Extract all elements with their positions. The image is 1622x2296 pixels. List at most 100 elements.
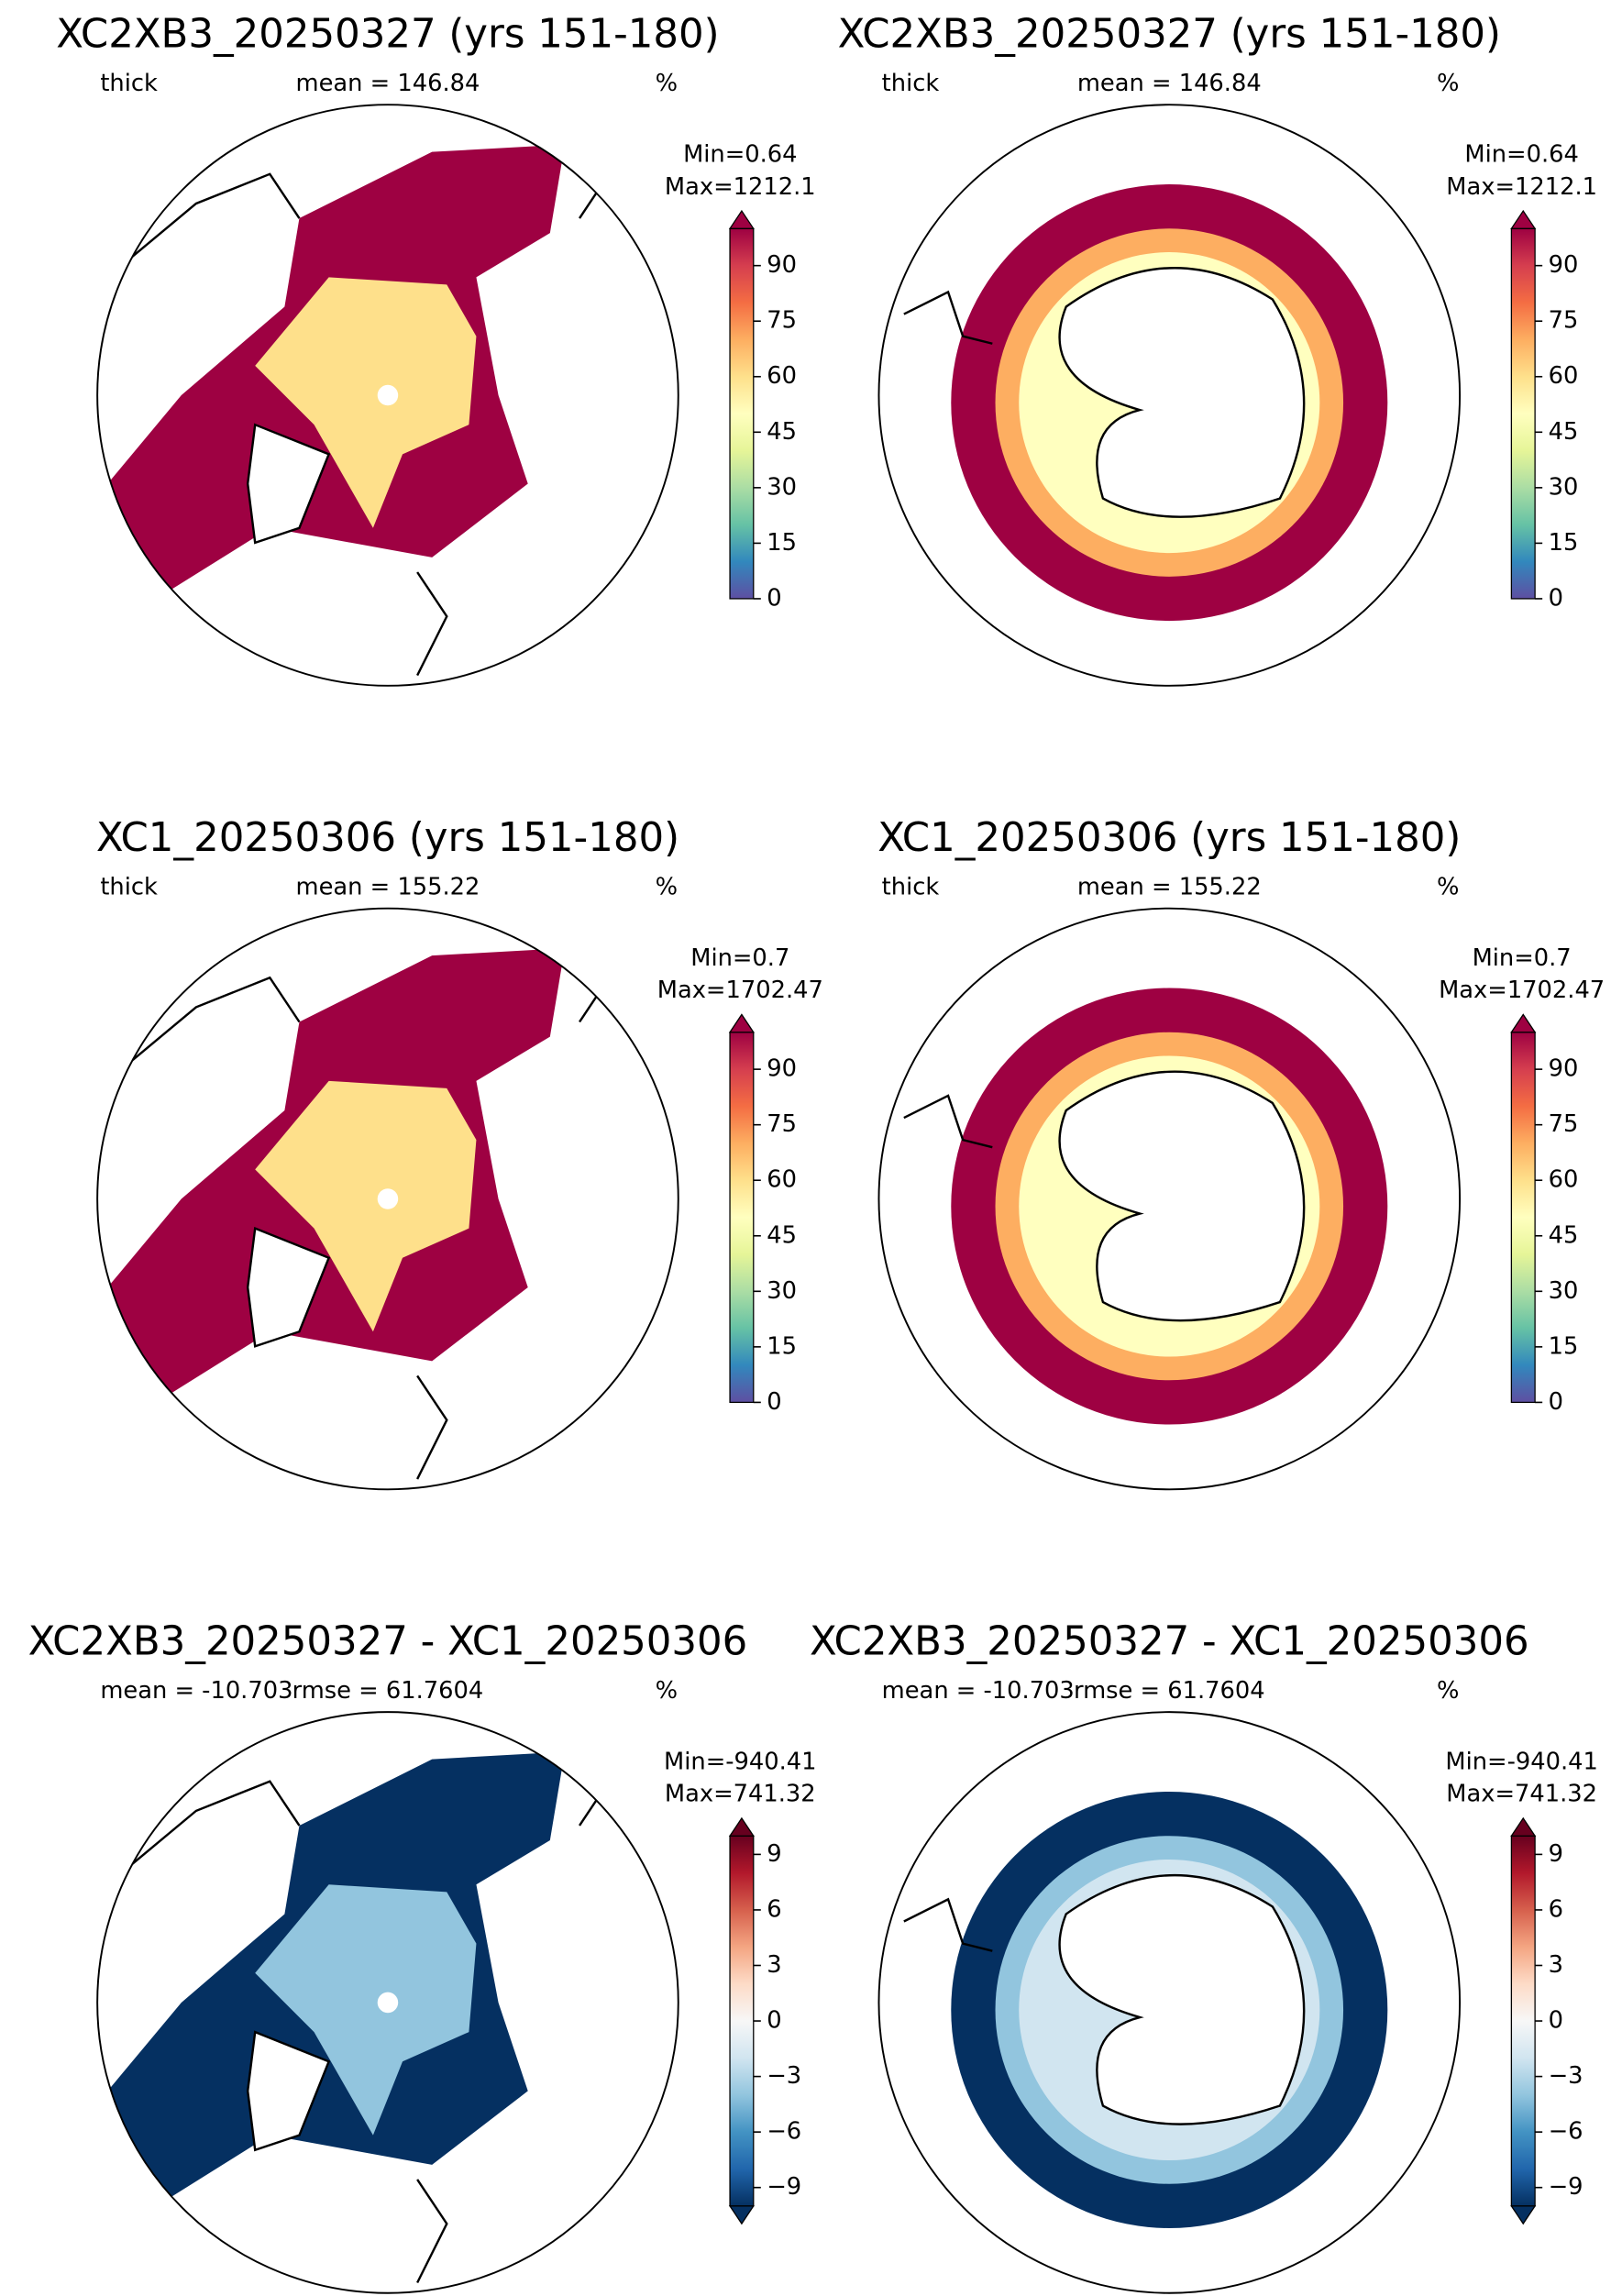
min-label: Min=-940.41 bbox=[664, 1748, 816, 1775]
left-label: thick bbox=[882, 874, 940, 901]
greenland bbox=[246, 1226, 331, 1348]
min-label: Min=0.7 bbox=[690, 944, 789, 972]
colorbar-tick-label: 75 bbox=[767, 307, 797, 335]
colorbar-tick-label: 75 bbox=[767, 1110, 797, 1138]
max-label: Max=741.32 bbox=[1446, 1781, 1597, 1808]
coast bbox=[903, 1094, 993, 1149]
colorbar-tick-label: 0 bbox=[1549, 2007, 1563, 2035]
colorbar-tick-label: 60 bbox=[1549, 1166, 1579, 1194]
colorbar-tick-label: 60 bbox=[767, 362, 797, 390]
ice-core bbox=[255, 1884, 477, 2136]
colorbar-extend-top bbox=[1510, 209, 1537, 229]
colorbar-tick-label: 9 bbox=[767, 1840, 781, 1868]
colorbar-tick-label: 90 bbox=[767, 251, 797, 279]
center-label: rmse = 61.7604 bbox=[292, 1677, 484, 1705]
center-label: rmse = 61.7604 bbox=[1074, 1677, 1265, 1705]
panel-title: XC2XB3_20250327 (yrs 151-180) bbox=[838, 12, 1501, 58]
greenland bbox=[246, 2030, 331, 2152]
colorbar-tick-label: 45 bbox=[767, 418, 797, 446]
max-label: Max=1702.47 bbox=[1439, 977, 1605, 1004]
max-label: Max=741.32 bbox=[665, 1781, 816, 1808]
map-boundary bbox=[96, 907, 679, 1491]
colorbar-tick-label: 6 bbox=[767, 1895, 781, 1923]
colorbar bbox=[1510, 227, 1536, 600]
center-label: mean = 146.84 bbox=[1077, 70, 1262, 97]
colorbar-tick-label: −9 bbox=[1549, 2173, 1583, 2201]
colorbar-tick-label: −9 bbox=[767, 2173, 801, 2201]
colorbar-extend-bottom bbox=[1510, 2205, 1537, 2225]
center-label: mean = 155.22 bbox=[1077, 874, 1262, 901]
colorbar-extend-bottom bbox=[728, 2205, 755, 2225]
center-label: mean = 155.22 bbox=[296, 874, 480, 901]
panel-title: XC2XB3_20250327 (yrs 151-180) bbox=[56, 12, 719, 58]
map-content bbox=[903, 1791, 1388, 2228]
colorbar bbox=[1510, 1032, 1536, 1404]
panel: XC1_20250306 (yrs 151-180) thick mean = 15… bbox=[96, 815, 823, 1491]
colorbar-tick-label: 0 bbox=[767, 1388, 781, 1416]
colorbar-extend-top bbox=[1510, 1013, 1537, 1033]
map-boundary bbox=[877, 104, 1462, 687]
colorbar-tick-label: 3 bbox=[767, 1951, 781, 1979]
right-label: % bbox=[1437, 70, 1459, 97]
colorbar bbox=[729, 1032, 755, 1404]
coast bbox=[903, 1897, 993, 1952]
ice-core bbox=[255, 277, 477, 528]
colorbar-tick-label: 15 bbox=[767, 529, 797, 557]
colorbar-tick-label: 75 bbox=[1549, 1110, 1579, 1138]
map-content bbox=[106, 1751, 611, 2284]
map-boundary bbox=[96, 104, 679, 687]
panel-title: XC1_20250306 (yrs 151-180) bbox=[877, 815, 1461, 861]
panel-title: XC2XB3_20250327 - XC1_20250306 bbox=[810, 1619, 1529, 1665]
colorbar bbox=[729, 1835, 755, 2207]
right-label: % bbox=[1437, 874, 1459, 901]
colorbar-tick-label: 30 bbox=[767, 1277, 797, 1305]
map-boundary bbox=[877, 1711, 1462, 2294]
right-label: % bbox=[656, 874, 678, 901]
pole-hole bbox=[377, 1188, 399, 1209]
min-label: Min=-940.41 bbox=[1445, 1748, 1597, 1775]
left-label: thick bbox=[100, 70, 158, 97]
colorbar bbox=[1510, 1835, 1536, 2207]
colorbar-tick-label: 30 bbox=[1549, 1277, 1579, 1305]
center-label: mean = 146.84 bbox=[296, 70, 480, 97]
pole-hole bbox=[377, 384, 399, 406]
colorbar-extend-top bbox=[1510, 1816, 1537, 1837]
colorbar-tick-label: 15 bbox=[1549, 1332, 1579, 1360]
right-label: % bbox=[656, 1677, 678, 1705]
map-content bbox=[903, 184, 1388, 622]
panel: XC2XB3_20250327 (yrs 151-180) thick mean =… bbox=[56, 12, 816, 687]
colorbar-tick-label: 45 bbox=[1549, 418, 1579, 446]
colorbar-tick-label: 60 bbox=[767, 1166, 797, 1194]
max-label: Max=1212.1 bbox=[1446, 173, 1597, 201]
left-label: mean = -10.703 bbox=[882, 1677, 1075, 1705]
map-content bbox=[106, 144, 611, 677]
colorbar-tick-label: 15 bbox=[767, 1332, 797, 1360]
colorbar-tick-label: 9 bbox=[1549, 1840, 1563, 1868]
colorbar-tick-label: 60 bbox=[1549, 362, 1579, 390]
colorbar-tick-label: 0 bbox=[767, 584, 781, 612]
colorbar-tick-label: 30 bbox=[767, 473, 797, 501]
colorbar-tick-label: 30 bbox=[1549, 473, 1579, 501]
colorbar-tick-label: 75 bbox=[1549, 307, 1579, 335]
coast bbox=[903, 290, 993, 345]
colorbar-tick-label: 90 bbox=[1549, 1055, 1579, 1083]
colorbar-tick-label: 0 bbox=[1549, 1388, 1563, 1416]
colorbar-tick-label: −3 bbox=[1549, 2062, 1583, 2090]
map-content bbox=[106, 948, 611, 1480]
colorbar-tick-label: 45 bbox=[1549, 1221, 1579, 1249]
left-label: mean = -10.703 bbox=[100, 1677, 292, 1705]
panel-title: XC2XB3_20250327 - XC1_20250306 bbox=[28, 1619, 748, 1665]
colorbar-extend-top bbox=[728, 1013, 755, 1033]
right-label: % bbox=[656, 70, 678, 97]
min-label: Min=0.7 bbox=[1473, 944, 1572, 972]
colorbar-tick-label: 15 bbox=[1549, 529, 1579, 557]
antarctica bbox=[1058, 267, 1306, 518]
colorbar-tick-label: 0 bbox=[1549, 584, 1563, 612]
colorbar-tick-label: 0 bbox=[767, 2007, 781, 2035]
colorbar-tick-label: 6 bbox=[1549, 1895, 1563, 1923]
panel: XC2XB3_20250327 (yrs 151-180) thick mean =… bbox=[838, 12, 1597, 687]
antarctica bbox=[1058, 1070, 1306, 1322]
